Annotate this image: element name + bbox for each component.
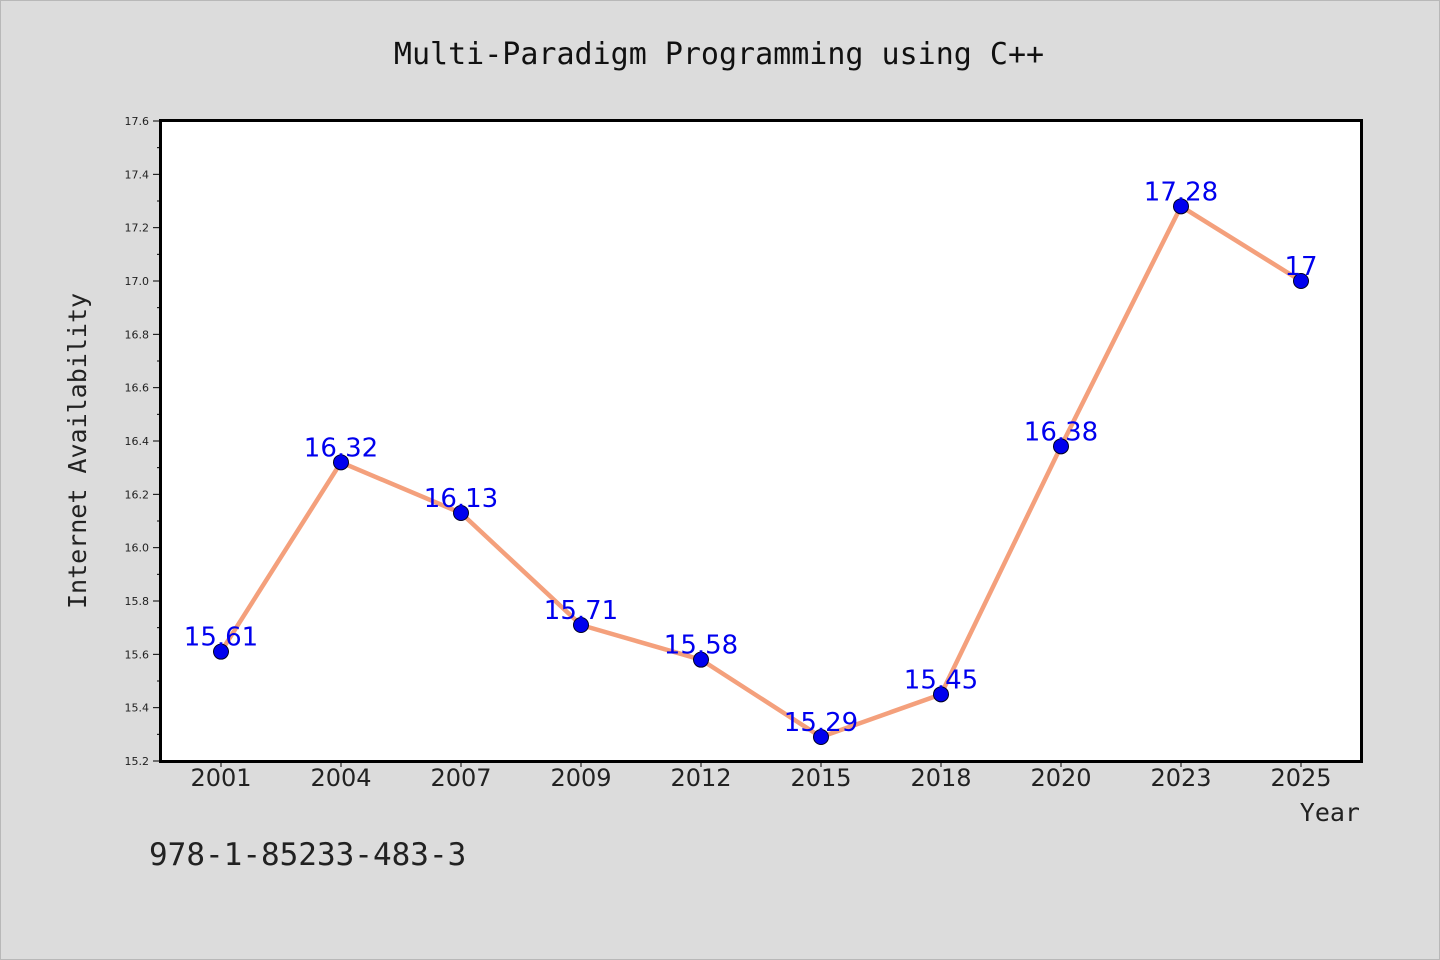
y-tick-label: 15.6	[125, 648, 150, 661]
data-point	[1053, 438, 1069, 455]
y-tick-label: 17.4	[125, 168, 150, 181]
x-tick-label: 2004	[310, 764, 371, 792]
y-tick-label: 17.2	[125, 222, 150, 235]
x-axis: 2001 2004 2007 2009 2012 2015 2018 2020 2023 2025	[190, 761, 1332, 792]
y-tick-label: 16.6	[125, 382, 150, 395]
y-tick-label: 16.2	[125, 488, 150, 501]
x-axis-label: Year	[1300, 798, 1360, 827]
data-label: 17	[1284, 252, 1317, 282]
y-tick-label: 17.0	[125, 275, 150, 288]
isbn-text: 978-1-85233-483-3	[149, 837, 466, 873]
data-point	[693, 651, 709, 668]
data-markers	[213, 198, 1309, 745]
data-point	[1293, 273, 1309, 289]
data-point	[933, 686, 949, 703]
x-tick-label: 2009	[550, 764, 611, 792]
data-point	[333, 454, 349, 471]
y-tick-label: 15.4	[125, 702, 150, 715]
y-tick-label: 16.0	[125, 542, 150, 555]
data-point	[573, 617, 589, 633]
y-tick-label: 15.2	[125, 755, 150, 768]
data-label: 16.38	[1024, 417, 1098, 447]
data-point	[453, 505, 469, 521]
chart-title: Multi-Paradigm Programming using C++	[394, 37, 1044, 72]
y-axis: 15.2 15.4 15.6 15.8 16.0 16.2 16.4 16.6 16.8 17.0…	[125, 115, 161, 768]
data-label: 15.29	[784, 708, 858, 738]
y-tick-label: 17.6	[125, 115, 150, 128]
x-tick-label: 2007	[430, 764, 491, 792]
series-line	[218, 204, 1304, 740]
y-axis-label: Internet Availability	[63, 293, 92, 609]
plot-area	[160, 120, 1362, 762]
data-label: 16.32	[304, 433, 378, 463]
y-tick-label: 16.4	[125, 435, 150, 448]
x-tick-label: 2001	[190, 764, 251, 792]
data-label: 17.28	[1144, 177, 1218, 207]
plot-frame	[159, 119, 1363, 763]
y-tick-label: 15.8	[125, 595, 150, 608]
data-label: 15.71	[544, 596, 618, 626]
data-label: 15.58	[664, 631, 738, 661]
x-tick-label: 2025	[1270, 764, 1331, 792]
x-tick-label: 2020	[1030, 764, 1091, 792]
x-tick-label: 2018	[910, 764, 971, 792]
data-point	[813, 729, 829, 745]
series-line-group	[218, 204, 1304, 740]
x-tick-label: 2023	[1150, 764, 1211, 792]
data-label: 15.45	[904, 665, 978, 695]
data-label: 16.13	[424, 484, 498, 514]
x-tick-label: 2015	[790, 764, 851, 792]
y-tick-label: 16.8	[125, 328, 150, 341]
data-point	[213, 643, 229, 660]
data-point	[1173, 198, 1189, 215]
data-label: 15.61	[184, 623, 258, 653]
data-labels: 15.61 16.32 16.13 15.71 15.58 15.29 15.45 16.38…	[184, 177, 1318, 738]
x-tick-label: 2012	[670, 764, 731, 792]
